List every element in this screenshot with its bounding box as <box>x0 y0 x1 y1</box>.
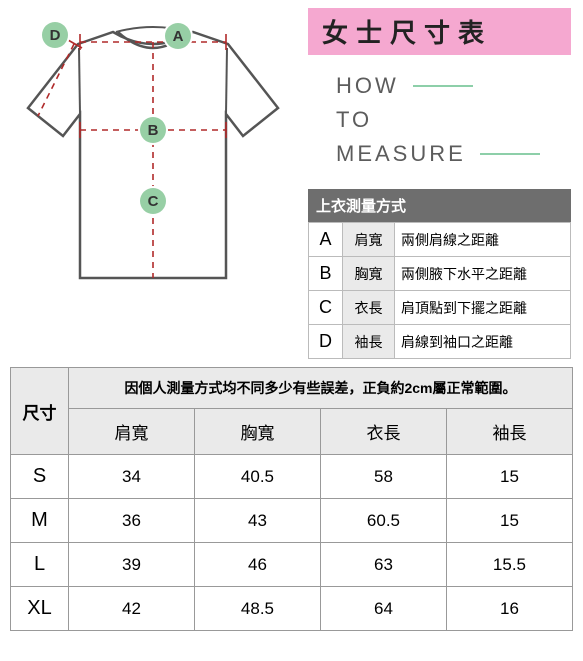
accent-line-icon <box>413 85 473 87</box>
data-cell: 15 <box>446 499 572 543</box>
data-cell: 64 <box>320 587 446 631</box>
marker-a-label: A <box>173 28 184 45</box>
data-cell: 15.5 <box>446 543 572 587</box>
data-cell: 48.5 <box>194 587 320 631</box>
table-row: L 39 46 63 15.5 <box>11 543 573 587</box>
how-to-measure: HOW TO MEASURE <box>336 69 571 171</box>
top-row: A B C D 女士尺寸表 HOW TO MEASURE 上衣測量方式 A 肩寬… <box>0 0 583 367</box>
guide-name: 衣長 <box>343 291 395 325</box>
marker-d: D <box>42 22 68 48</box>
size-table-section: 尺寸 因個人測量方式均不同多少有些誤差，正負約2cm屬正常範圍。 肩寬 胸寬 衣… <box>0 367 583 641</box>
size-cell: M <box>11 499 69 543</box>
tshirt-diagram: A B C D <box>8 8 298 308</box>
guide-row: A 肩寬 兩側肩線之距離 <box>309 223 571 257</box>
accent-line-icon <box>480 153 540 155</box>
table-row: 尺寸 因個人測量方式均不同多少有些誤差，正負約2cm屬正常範圍。 <box>11 368 573 409</box>
marker-a: A <box>165 23 191 49</box>
data-cell: 58 <box>320 455 446 499</box>
guide-name: 肩寬 <box>343 223 395 257</box>
marker-b: B <box>140 117 166 143</box>
data-cell: 36 <box>69 499 195 543</box>
col-header: 肩寬 <box>69 409 195 455</box>
data-cell: 40.5 <box>194 455 320 499</box>
data-cell: 43 <box>194 499 320 543</box>
size-cell: XL <box>11 587 69 631</box>
guide-desc: 兩側腋下水平之距離 <box>395 257 571 291</box>
table-row: M 36 43 60.5 15 <box>11 499 573 543</box>
size-chart-page: A B C D 女士尺寸表 HOW TO MEASURE 上衣測量方式 A 肩寬… <box>0 0 583 641</box>
size-cell: S <box>11 455 69 499</box>
size-cell: L <box>11 543 69 587</box>
title-banner: 女士尺寸表 <box>308 8 571 55</box>
data-cell: 15 <box>446 455 572 499</box>
right-column: 女士尺寸表 HOW TO MEASURE 上衣測量方式 A 肩寬 兩側肩線之距離… <box>298 8 571 359</box>
guide-letter: D <box>309 325 343 359</box>
table-row: XL 42 48.5 64 16 <box>11 587 573 631</box>
col-header: 衣長 <box>320 409 446 455</box>
howto-line3: MEASURE <box>336 137 466 171</box>
size-header: 尺寸 <box>11 368 69 455</box>
col-header: 胸寬 <box>194 409 320 455</box>
guide-letter: A <box>309 223 343 257</box>
guide-desc: 兩側肩線之距離 <box>395 223 571 257</box>
marker-c: C <box>140 188 166 214</box>
data-cell: 63 <box>320 543 446 587</box>
guide-letter: C <box>309 291 343 325</box>
guide-letter: B <box>309 257 343 291</box>
marker-c-label: C <box>148 193 159 210</box>
howto-line1: HOW <box>336 69 399 103</box>
col-header: 袖長 <box>446 409 572 455</box>
table-row: 肩寬 胸寬 衣長 袖長 <box>11 409 573 455</box>
data-cell: 34 <box>69 455 195 499</box>
marker-d-label: D <box>50 27 61 44</box>
guide-desc: 肩線到袖口之距離 <box>395 325 571 359</box>
data-cell: 39 <box>69 543 195 587</box>
data-cell: 60.5 <box>320 499 446 543</box>
tshirt-svg <box>8 8 298 308</box>
data-cell: 42 <box>69 587 195 631</box>
size-table: 尺寸 因個人測量方式均不同多少有些誤差，正負約2cm屬正常範圍。 肩寬 胸寬 衣… <box>10 367 573 631</box>
guide-name: 袖長 <box>343 325 395 359</box>
measurement-guide: 上衣測量方式 A 肩寬 兩側肩線之距離 B 胸寬 兩側腋下水平之距離 C 衣長 <box>308 189 571 359</box>
guide-row: D 袖長 肩線到袖口之距離 <box>309 325 571 359</box>
data-cell: 16 <box>446 587 572 631</box>
guide-desc: 肩頂點到下擺之距離 <box>395 291 571 325</box>
guide-name: 胸寬 <box>343 257 395 291</box>
guide-table: A 肩寬 兩側肩線之距離 B 胸寬 兩側腋下水平之距離 C 衣長 肩頂點到下擺之… <box>308 222 571 359</box>
marker-b-label: B <box>148 122 159 139</box>
guide-row: C 衣長 肩頂點到下擺之距離 <box>309 291 571 325</box>
guide-header: 上衣測量方式 <box>308 189 571 222</box>
size-note: 因個人測量方式均不同多少有些誤差，正負約2cm屬正常範圍。 <box>69 368 573 409</box>
howto-line2: TO <box>336 103 372 137</box>
table-row: S 34 40.5 58 15 <box>11 455 573 499</box>
guide-row: B 胸寬 兩側腋下水平之距離 <box>309 257 571 291</box>
data-cell: 46 <box>194 543 320 587</box>
